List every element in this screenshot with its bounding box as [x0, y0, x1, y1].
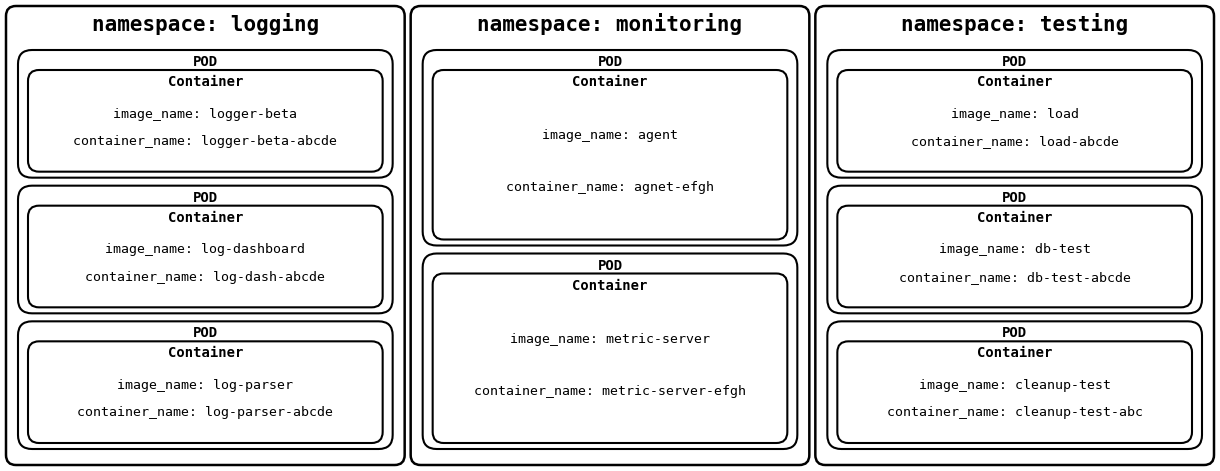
Text: container_name: agnet-efgh: container_name: agnet-efgh — [506, 181, 714, 194]
Text: image_name: cleanup-test: image_name: cleanup-test — [919, 379, 1110, 392]
FancyBboxPatch shape — [827, 186, 1202, 313]
FancyBboxPatch shape — [815, 6, 1214, 465]
Text: container_name: metric-server-efgh: container_name: metric-server-efgh — [475, 385, 745, 398]
Text: image_name: db-test: image_name: db-test — [938, 244, 1091, 256]
Text: image_name: agent: image_name: agent — [542, 130, 678, 142]
FancyBboxPatch shape — [433, 70, 787, 239]
Text: Container: Container — [977, 75, 1053, 89]
FancyBboxPatch shape — [411, 6, 809, 465]
Text: image_name: log-dashboard: image_name: log-dashboard — [105, 244, 305, 256]
Text: container_name: load-abcde: container_name: load-abcde — [910, 135, 1119, 148]
FancyBboxPatch shape — [422, 50, 798, 245]
Text: Container: Container — [572, 75, 648, 89]
Text: Container: Container — [167, 346, 243, 360]
FancyBboxPatch shape — [28, 341, 383, 443]
Text: POD: POD — [193, 55, 218, 69]
FancyBboxPatch shape — [18, 186, 393, 313]
FancyBboxPatch shape — [18, 321, 393, 449]
Text: POD: POD — [193, 191, 218, 205]
Text: container_name: cleanup-test-abc: container_name: cleanup-test-abc — [887, 406, 1143, 419]
Text: container_name: logger-beta-abcde: container_name: logger-beta-abcde — [73, 135, 338, 148]
Text: Container: Container — [977, 346, 1053, 360]
FancyBboxPatch shape — [28, 206, 383, 308]
Text: Container: Container — [572, 278, 648, 292]
FancyBboxPatch shape — [827, 321, 1202, 449]
Text: namespace: testing: namespace: testing — [902, 13, 1128, 35]
FancyBboxPatch shape — [837, 70, 1192, 171]
Text: container_name: log-parser-abcde: container_name: log-parser-abcde — [77, 406, 333, 419]
FancyBboxPatch shape — [6, 6, 405, 465]
Text: POD: POD — [1002, 326, 1027, 341]
Text: POD: POD — [193, 326, 218, 341]
Text: container_name: log-dash-abcde: container_name: log-dash-abcde — [85, 271, 326, 284]
FancyBboxPatch shape — [18, 50, 393, 178]
Text: container_name: db-test-abcde: container_name: db-test-abcde — [899, 271, 1131, 284]
FancyBboxPatch shape — [837, 341, 1192, 443]
FancyBboxPatch shape — [433, 274, 787, 443]
Text: image_name: log-parser: image_name: log-parser — [117, 379, 293, 392]
FancyBboxPatch shape — [422, 253, 798, 449]
Text: image_name: metric-server: image_name: metric-server — [510, 333, 710, 346]
FancyBboxPatch shape — [837, 206, 1192, 308]
Text: image_name: logger-beta: image_name: logger-beta — [113, 108, 298, 121]
FancyBboxPatch shape — [827, 50, 1202, 178]
FancyBboxPatch shape — [28, 70, 383, 171]
Text: Container: Container — [167, 211, 243, 225]
Text: namespace: monitoring: namespace: monitoring — [477, 13, 743, 35]
Text: POD: POD — [1002, 191, 1027, 205]
Text: image_name: load: image_name: load — [950, 108, 1078, 121]
Text: POD: POD — [598, 55, 622, 69]
Text: Container: Container — [167, 75, 243, 89]
Text: namespace: logging: namespace: logging — [92, 13, 318, 35]
Text: Container: Container — [977, 211, 1053, 225]
Text: POD: POD — [598, 259, 622, 273]
Text: POD: POD — [1002, 55, 1027, 69]
